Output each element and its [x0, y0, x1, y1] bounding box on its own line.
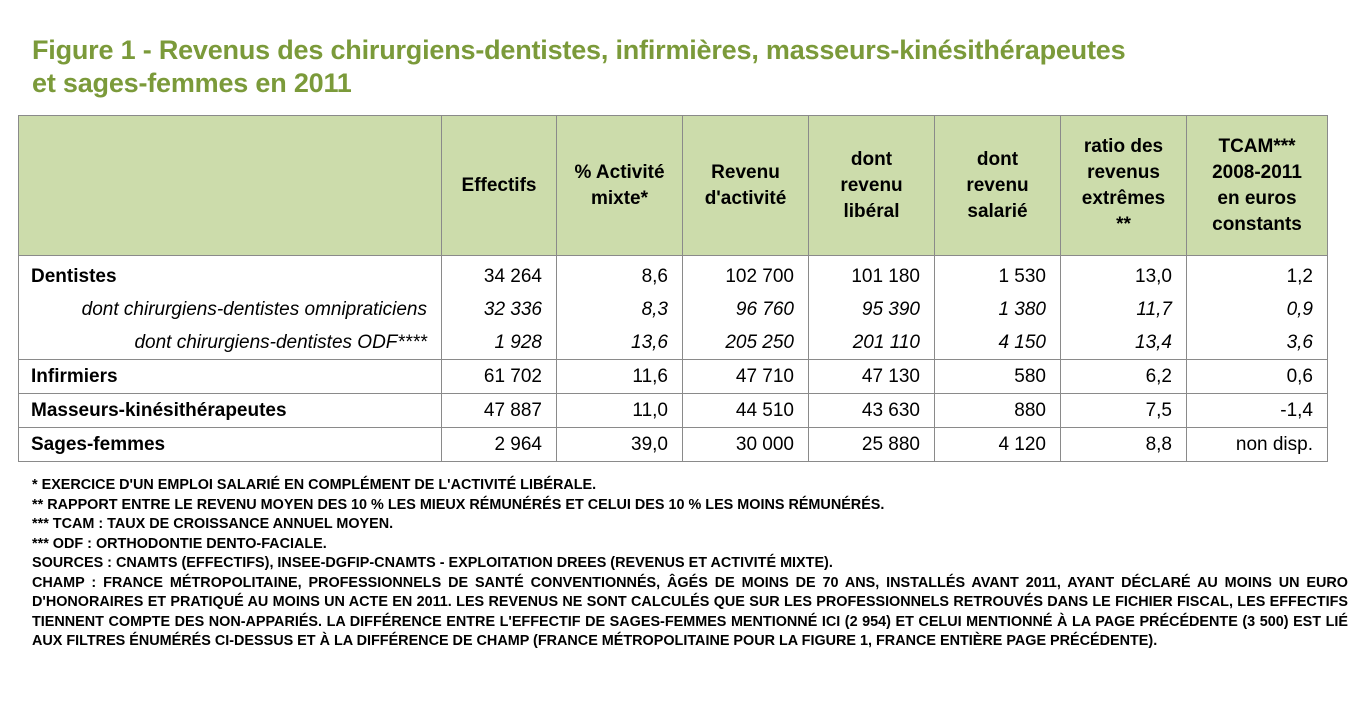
table-row-dentistes: Dentistes 34 264 8,6 102 700 101 180 1 5…: [18, 255, 1328, 293]
cell-activite-mixte: 11,0: [556, 393, 683, 428]
row-label: dont chirurgiens-dentistes omnipraticien…: [18, 293, 442, 326]
cell-tcam: 0,6: [1186, 359, 1328, 394]
cell-revenu-salarie: 1 530: [934, 255, 1061, 293]
header-line: 2008-2011: [1212, 161, 1302, 183]
cell-ratio: 13,0: [1060, 255, 1187, 293]
footnotes: * Exercice d'un emploi salarié en complé…: [32, 476, 1348, 652]
cell-revenu-liberal: 43 630: [808, 393, 935, 428]
cell-revenu-salarie: 4 120: [934, 427, 1061, 462]
header-effectifs: Effectifs: [441, 115, 557, 256]
figure-title: Figure 1 - Revenus des chirurgiens-denti…: [32, 34, 1126, 100]
header-ratio-extremes: ratio des revenus extrêmes **: [1060, 115, 1187, 256]
header-line: **: [1116, 213, 1131, 235]
header-revenu-liberal: dont revenu libéral: [808, 115, 935, 256]
header-line: TCAM***: [1218, 135, 1296, 157]
cell-revenu-activite: 44 510: [682, 393, 809, 428]
cell-revenu-salarie: 580: [934, 359, 1061, 394]
cell-revenu-activite: 47 710: [682, 359, 809, 394]
cell-revenu-liberal: 25 880: [808, 427, 935, 462]
table-row-omnipraticiens: dont chirurgiens-dentistes omnipraticien…: [18, 293, 1328, 326]
cell-revenu-activite: 30 000: [682, 427, 809, 462]
cell-activite-mixte: 39,0: [556, 427, 683, 462]
header-line: dont: [976, 148, 1019, 170]
footnote-champ: Champ : France métropolitaine, professio…: [32, 574, 1348, 650]
cell-tcam: non disp.: [1186, 427, 1328, 462]
header-tcam: TCAM*** 2008-2011 en euros constants: [1186, 115, 1328, 256]
cell-effectifs: 34 264: [441, 255, 557, 293]
header-line: revenu: [840, 174, 903, 196]
header-revenu-activite: Revenu d'activité: [682, 115, 809, 256]
header-revenu-salarie: dont revenu salarié: [934, 115, 1061, 256]
cell-revenu-salarie: 1 380: [934, 293, 1061, 326]
footnote-sources: Sources : CNAMTS (effectifs), INSEE-DGFI…: [32, 555, 833, 571]
row-label: dont chirurgiens-dentistes ODF****: [18, 326, 442, 360]
header-line: revenus: [1087, 161, 1160, 183]
header-line: revenu: [966, 174, 1029, 196]
cell-ratio: 8,8: [1060, 427, 1187, 462]
table-header-row: Effectifs % Activité mixte* Revenu d'act…: [18, 115, 1328, 256]
table-row-odf: dont chirurgiens-dentistes ODF**** 1 928…: [18, 326, 1328, 360]
cell-ratio: 7,5: [1060, 393, 1187, 428]
cell-tcam: 1,2: [1186, 255, 1328, 293]
header-line: d'activité: [704, 187, 787, 209]
header-line: dont: [850, 148, 893, 170]
footnote-tcam: *** TCAM : Taux de croissance annuel moy…: [32, 516, 394, 532]
header-line: mixte*: [590, 187, 649, 209]
cell-revenu-salarie: 4 150: [934, 326, 1061, 360]
header-line: % Activité: [574, 161, 665, 183]
header-line: salarié: [967, 200, 1028, 222]
cell-revenu-activite: 96 760: [682, 293, 809, 326]
header-line: constants: [1212, 213, 1302, 235]
cell-revenu-liberal: 95 390: [808, 293, 935, 326]
cell-activite-mixte: 13,6: [556, 326, 683, 360]
cell-ratio: 11,7: [1060, 293, 1187, 326]
header-line: ratio des: [1083, 135, 1164, 157]
header-line: Revenu: [711, 161, 780, 183]
cell-revenu-activite: 205 250: [682, 326, 809, 360]
figure-title-line-1: Figure 1 - Revenus des chirurgiens-denti…: [32, 35, 1126, 65]
footnote-ratio: ** Rapport entre le revenu moyen des 10 …: [32, 496, 885, 513]
cell-effectifs: 32 336: [441, 293, 557, 326]
footnote-odf: *** ODF : Orthodontie dento-faciale.: [32, 535, 327, 552]
cell-activite-mixte: 8,3: [556, 293, 683, 326]
revenue-table: Effectifs % Activité mixte* Revenu d'act…: [18, 115, 1328, 462]
footnote-activite-mixte: * Exercice d'un emploi salarié en complé…: [32, 477, 597, 493]
cell-effectifs: 2 964: [441, 427, 557, 462]
cell-tcam: 0,9: [1186, 293, 1328, 326]
cell-ratio: 6,2: [1060, 359, 1187, 394]
table-row-sages-femmes: Sages-femmes 2 964 39,0 30 000 25 880 4 …: [18, 427, 1328, 462]
header-line: libéral: [843, 200, 900, 222]
table-row-infirmiers: Infirmiers 61 702 11,6 47 710 47 130 580…: [18, 359, 1328, 394]
header-label-column: [18, 115, 442, 256]
cell-revenu-activite: 102 700: [682, 255, 809, 293]
cell-tcam: 3,6: [1186, 326, 1328, 360]
cell-revenu-liberal: 47 130: [808, 359, 935, 394]
figure-title-line-2: et sages-femmes en 2011: [32, 68, 352, 98]
row-label: Infirmiers: [18, 359, 442, 394]
cell-effectifs: 47 887: [441, 393, 557, 428]
cell-revenu-salarie: 880: [934, 393, 1061, 428]
row-label: Masseurs-kinésithérapeutes: [18, 393, 442, 428]
header-activite-mixte: % Activité mixte*: [556, 115, 683, 256]
row-label: Dentistes: [18, 255, 442, 293]
cell-revenu-liberal: 201 110: [808, 326, 935, 360]
row-label: Sages-femmes: [18, 427, 442, 462]
header-line: Effectifs: [461, 174, 537, 196]
cell-revenu-liberal: 101 180: [808, 255, 935, 293]
cell-activite-mixte: 8,6: [556, 255, 683, 293]
cell-tcam: -1,4: [1186, 393, 1328, 428]
header-line: extrêmes: [1081, 187, 1166, 209]
table-row-masseurs: Masseurs-kinésithérapeutes 47 887 11,0 4…: [18, 393, 1328, 428]
cell-effectifs: 1 928: [441, 326, 557, 360]
header-line: en euros: [1217, 187, 1297, 209]
cell-activite-mixte: 11,6: [556, 359, 683, 394]
cell-effectifs: 61 702: [441, 359, 557, 394]
cell-ratio: 13,4: [1060, 326, 1187, 360]
